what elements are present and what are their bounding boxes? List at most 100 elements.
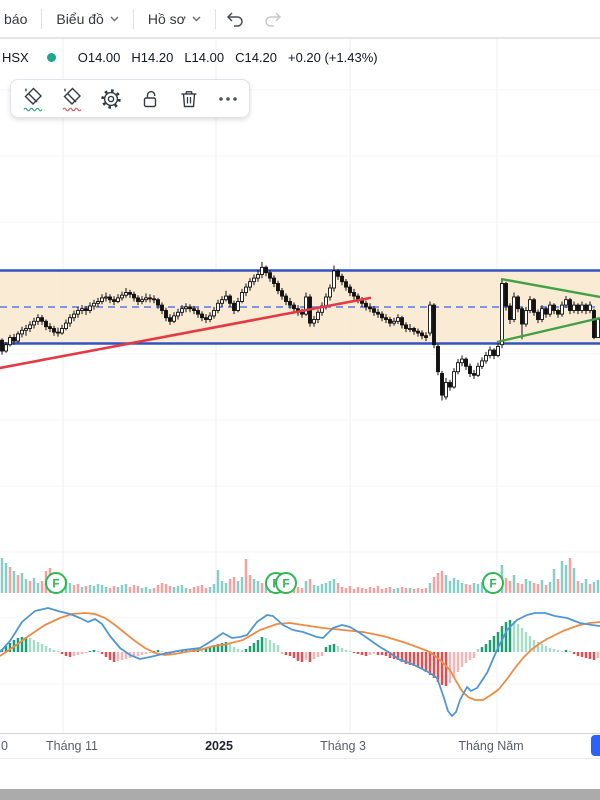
settings-button[interactable] (91, 82, 130, 115)
macd-histogram-bar (456, 652, 460, 672)
report-marker-letter: F (489, 577, 496, 591)
macd-histogram-bar (328, 645, 332, 652)
macd-histogram-bar (284, 652, 288, 655)
volume-bar (424, 588, 428, 593)
candle-body (196, 310, 200, 315)
candle-body (72, 313, 76, 319)
volume-bar (328, 581, 332, 593)
report-marker-icon[interactable] (45, 572, 67, 594)
redo-button[interactable] (254, 5, 292, 33)
time-axis-label[interactable]: Tháng 11 (46, 739, 98, 753)
macd-histogram-bar (504, 622, 508, 652)
symbol-legend: HSX O14.00 H14.20 L14.00 C14.20 +0.20 (+… (2, 50, 389, 65)
candle-body (420, 332, 424, 337)
candle-body (476, 365, 480, 376)
volume-bar (240, 577, 244, 593)
macd-histogram-bar (264, 638, 268, 652)
volume-bar (456, 580, 460, 593)
macd-histogram-bar (548, 648, 552, 652)
price-chart-canvas[interactable]: FFFF (0, 39, 600, 733)
menu-item-clipped[interactable]: báo (0, 11, 41, 27)
trendline-drawing[interactable] (0, 296, 372, 370)
volume-bar (592, 582, 596, 593)
scroll-to-realtime-button[interactable] (591, 735, 600, 756)
macd-histogram-bar (280, 652, 284, 654)
macd-histogram-bar (468, 652, 472, 660)
candle-body (416, 330, 420, 334)
volume-bar (172, 587, 176, 593)
more-options-button[interactable] (208, 82, 247, 115)
macd-histogram-bar (160, 651, 164, 652)
top-menu-bar: báo Biểu đồ Hồ sơ (0, 0, 600, 37)
volume-bar (88, 585, 92, 593)
symbol-name[interactable]: HSX (2, 50, 29, 65)
macd-histogram-bar (40, 644, 44, 652)
macd-histogram-bar (428, 652, 432, 675)
menu-item-chart[interactable]: Biểu đồ (42, 11, 132, 27)
volume-bar (164, 584, 168, 593)
macd-histogram-bar (100, 652, 104, 654)
macd-histogram-bar (420, 652, 424, 669)
macd-histogram-bar (204, 648, 208, 652)
candle-body (556, 310, 560, 315)
time-axis-label[interactable]: Tháng 3 (320, 739, 366, 753)
lock-button[interactable] (130, 82, 169, 115)
report-marker-icon[interactable] (482, 572, 504, 594)
drawing-toolbar (10, 79, 250, 118)
ellipsis-icon (218, 96, 237, 101)
menu-separator (41, 8, 43, 29)
delete-button[interactable] (169, 82, 208, 115)
triangle-upper-line[interactable] (500, 277, 600, 299)
bottom-scrollbar[interactable] (0, 789, 600, 800)
candle-body (348, 286, 352, 293)
candle-body (128, 292, 132, 295)
candle-body (224, 295, 228, 301)
macd-histogram-bar (220, 643, 224, 652)
report-marker-icon[interactable] (275, 572, 297, 594)
macd-histogram-bar (560, 651, 564, 652)
macd-histogram-bar (80, 652, 84, 654)
candle-body (32, 320, 36, 326)
macd-histogram-bar (304, 652, 308, 660)
candle-body (464, 358, 468, 367)
volume-bar (160, 583, 164, 593)
candle-body (336, 270, 340, 277)
time-axis-label[interactable]: 2025 (205, 739, 233, 753)
candle-body (516, 296, 520, 310)
candle-body (340, 275, 344, 283)
candle-body (488, 349, 492, 356)
macd-histogram-bar (484, 644, 488, 652)
time-axis-label[interactable]: Tháng Năm (458, 739, 524, 753)
candle-body (548, 304, 552, 315)
candle-body (580, 304, 584, 311)
candle-body (368, 306, 372, 310)
macd-histogram-bar (104, 652, 108, 657)
ohlc-change: +0.20 (+1.43%) (288, 50, 378, 65)
macd-histogram-bar (56, 651, 60, 652)
triangle-lower-line[interactable] (496, 316, 600, 344)
volume-bar (184, 588, 188, 593)
candle-body (52, 328, 56, 333)
time-axis-label[interactable]: 0 (1, 739, 8, 753)
macd-histogram-bar (312, 652, 316, 659)
macd-histogram-bar (156, 650, 160, 652)
macd-histogram-bar (124, 652, 128, 659)
volume-bar (32, 578, 36, 593)
macd-histogram-bar (436, 652, 440, 682)
candle-body (440, 373, 444, 396)
macd-histogram-bar (336, 646, 340, 652)
time-axis[interactable]: 0 Tháng 11 2025 Tháng 3 Tháng Năm (0, 733, 600, 759)
volume-bar (212, 584, 216, 593)
candle-body (392, 320, 396, 324)
candle-body (540, 308, 544, 320)
candle-up-style-button[interactable] (13, 82, 52, 115)
volume-bar (12, 571, 16, 593)
macd-histogram-bar (116, 652, 120, 661)
volume-bar (248, 575, 252, 593)
candle-body (316, 311, 320, 320)
candle-down-style-button[interactable] (52, 82, 91, 115)
menu-item-profile[interactable]: Hồ sơ (134, 11, 215, 27)
candle-body (160, 304, 164, 311)
macd-histogram-bar (472, 652, 476, 658)
undo-button[interactable] (216, 5, 254, 33)
